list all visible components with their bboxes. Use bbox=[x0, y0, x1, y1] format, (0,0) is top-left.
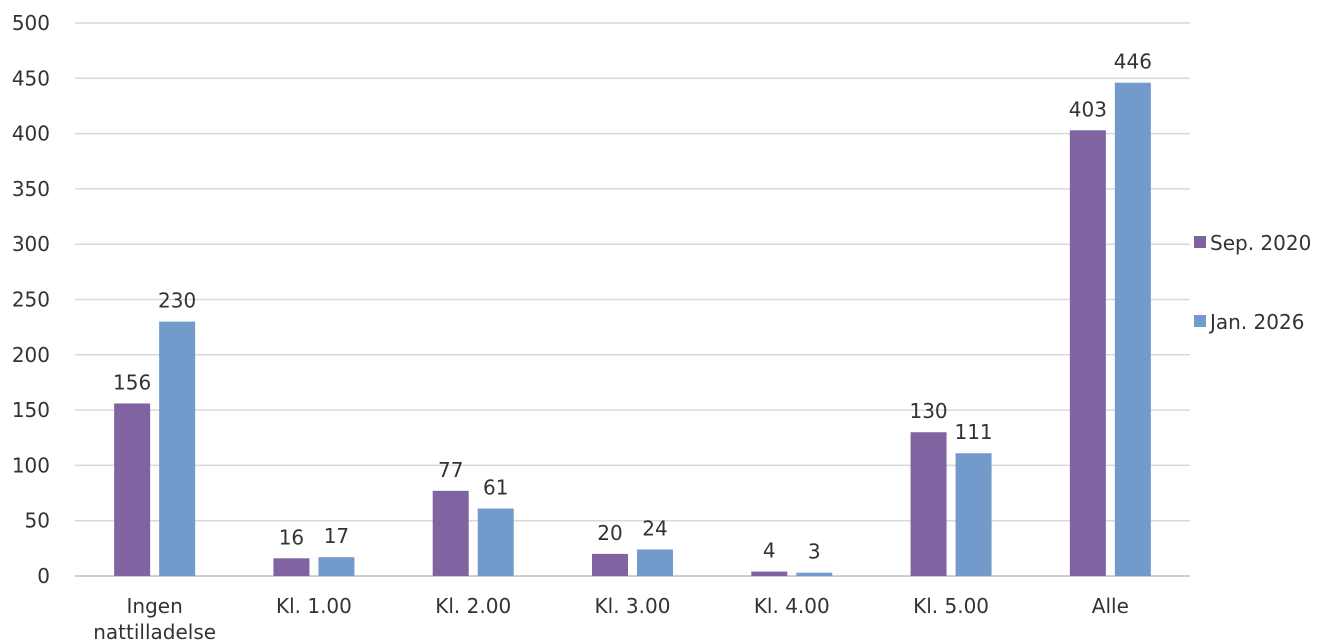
data-label: 403 bbox=[1069, 97, 1107, 121]
bar bbox=[432, 490, 469, 576]
y-tick-label: 450 bbox=[12, 66, 50, 90]
bar bbox=[477, 508, 514, 576]
y-tick-label: 200 bbox=[12, 343, 50, 367]
data-label: 446 bbox=[1114, 50, 1152, 74]
data-label: 111 bbox=[954, 420, 992, 444]
x-tick-label: Alle bbox=[1092, 594, 1129, 618]
data-label: 4 bbox=[763, 539, 776, 563]
bar bbox=[318, 557, 355, 576]
data-labels: 156 230 16 17 77 61 20 24 4 3 130 111 403 446 bbox=[113, 50, 1152, 564]
x-tick-label: Kl. 1.00 bbox=[276, 594, 352, 618]
y-axis: 0 50 100 150 200 250 300 350 400 450 500 bbox=[12, 11, 50, 588]
x-tick-label: Ingen bbox=[127, 594, 183, 618]
x-tick-label: Kl. 5.00 bbox=[913, 594, 989, 618]
legend: Sep. 2020 Jan. 2026 bbox=[1194, 231, 1311, 334]
data-label: 230 bbox=[158, 289, 196, 313]
bars bbox=[114, 82, 1151, 577]
x-tick-label: Kl. 3.00 bbox=[595, 594, 671, 618]
gridlines bbox=[75, 22, 1190, 577]
legend-swatch bbox=[1194, 236, 1206, 248]
legend-label: Sep. 2020 bbox=[1210, 231, 1311, 255]
y-tick-label: 150 bbox=[12, 398, 50, 422]
y-tick-label: 250 bbox=[12, 288, 50, 312]
data-label: 3 bbox=[808, 540, 821, 564]
bar bbox=[159, 321, 196, 576]
bar bbox=[1069, 130, 1106, 577]
data-label: 130 bbox=[909, 399, 947, 423]
legend-swatch bbox=[1194, 315, 1206, 327]
data-label: 77 bbox=[438, 458, 463, 482]
bar bbox=[955, 453, 992, 576]
x-tick-label: Kl. 4.00 bbox=[754, 594, 830, 618]
x-tick-label: Kl. 2.00 bbox=[435, 594, 511, 618]
data-label: 16 bbox=[279, 525, 304, 549]
bar bbox=[592, 553, 628, 576]
x-tick-label: nattilladelse bbox=[93, 620, 216, 644]
data-label: 61 bbox=[483, 476, 508, 500]
bar bbox=[1114, 82, 1151, 576]
legend-label: Jan. 2026 bbox=[1208, 310, 1304, 334]
y-tick-label: 400 bbox=[12, 122, 50, 146]
bar bbox=[796, 572, 833, 576]
bar bbox=[637, 549, 673, 576]
y-tick-label: 0 bbox=[37, 564, 50, 588]
bar bbox=[273, 558, 310, 576]
data-label: 17 bbox=[324, 524, 349, 548]
y-tick-label: 50 bbox=[25, 509, 50, 533]
y-tick-label: 300 bbox=[12, 232, 50, 256]
data-label: 24 bbox=[642, 516, 667, 540]
data-label: 20 bbox=[597, 521, 622, 545]
y-tick-label: 350 bbox=[12, 177, 50, 201]
data-label: 156 bbox=[113, 370, 151, 394]
y-tick-label: 100 bbox=[12, 453, 50, 477]
bar bbox=[910, 432, 947, 576]
y-tick-label: 500 bbox=[12, 11, 50, 35]
bar bbox=[114, 403, 151, 576]
bar bbox=[751, 571, 788, 576]
